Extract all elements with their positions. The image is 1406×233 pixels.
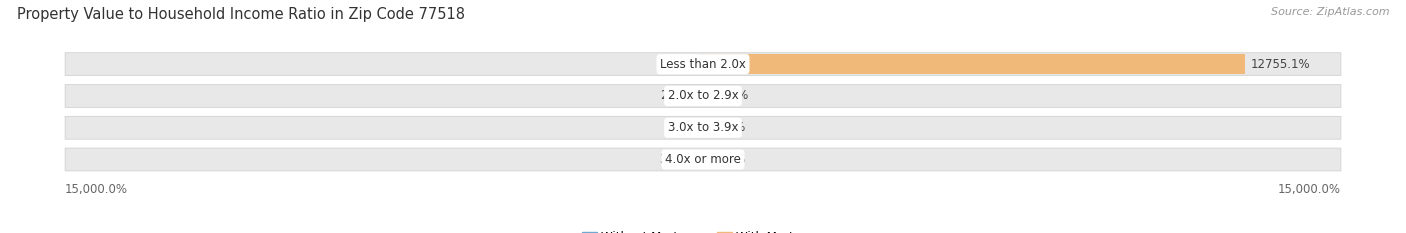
Bar	[702, 54, 703, 74]
Text: Property Value to Household Income Ratio in Zip Code 77518: Property Value to Household Income Ratio…	[17, 7, 465, 22]
FancyBboxPatch shape	[65, 53, 1341, 76]
FancyBboxPatch shape	[65, 148, 1341, 171]
Bar	[703, 54, 1246, 74]
Text: 12.0%: 12.0%	[709, 121, 745, 134]
Text: Source: ZipAtlas.com: Source: ZipAtlas.com	[1271, 7, 1389, 17]
Legend: Without Mortgage, With Mortgage: Without Mortgage, With Mortgage	[578, 226, 828, 233]
Text: 41.3%: 41.3%	[659, 58, 696, 71]
Text: 15,000.0%: 15,000.0%	[1278, 183, 1341, 196]
FancyBboxPatch shape	[65, 85, 1341, 107]
Text: 3.0x to 3.9x: 3.0x to 3.9x	[668, 121, 738, 134]
Text: 30.6%: 30.6%	[659, 153, 696, 166]
Text: 2.0x to 2.9x: 2.0x to 2.9x	[668, 89, 738, 103]
Text: 4.5%: 4.5%	[668, 121, 697, 134]
FancyBboxPatch shape	[65, 116, 1341, 139]
Text: 12755.1%: 12755.1%	[1250, 58, 1310, 71]
Text: 15,000.0%: 15,000.0%	[65, 183, 128, 196]
Text: 4.0x or more: 4.0x or more	[665, 153, 741, 166]
Text: 13.9%: 13.9%	[709, 153, 747, 166]
Text: 59.9%: 59.9%	[710, 89, 748, 103]
Text: 23.6%: 23.6%	[659, 89, 697, 103]
Bar	[703, 86, 706, 106]
Text: Less than 2.0x: Less than 2.0x	[659, 58, 747, 71]
